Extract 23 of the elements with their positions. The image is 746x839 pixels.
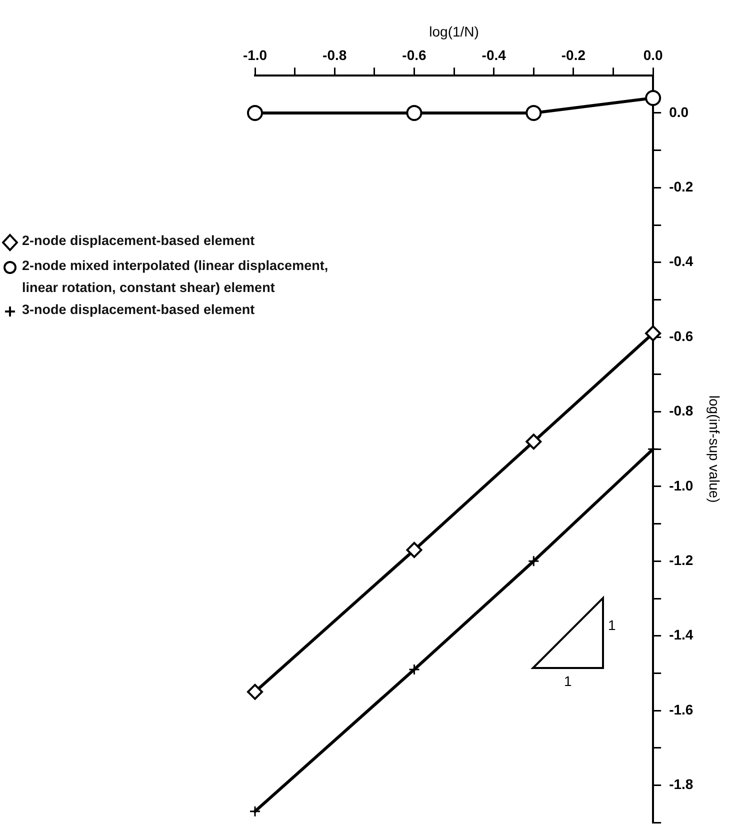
x-tick-label: 0.0 [643,47,664,64]
x-tick-label: -0.8 [322,47,347,64]
y-axis-title: log(inf-sup value) [706,395,723,503]
y-tick-label: -1.2 [669,552,694,568]
y-tick-label: -0.6 [669,328,694,344]
annotation: 1 [608,617,616,633]
y-tick-label: 0.0 [669,104,689,120]
y-tick-label: -1.0 [669,477,694,494]
annotation: 1 [564,673,572,689]
y-tick-label: -0.2 [669,178,694,195]
x-tick-label: -0.2 [561,47,586,64]
y-tick-label: -1.6 [669,701,694,718]
y-tick-label: -1.4 [669,626,694,643]
x-tick-label: -0.4 [482,47,506,64]
y-tick-label: -0.8 [669,402,694,419]
y-tick-label: -0.4 [669,253,694,270]
legend-label: 2-node displacement-based element [22,232,255,250]
y-tick-label: -1.8 [669,776,694,792]
x-axis-title: log(1/N) [429,23,479,40]
legend-label: 2-node mixed interpolated (linear displacement, linear rotation, constant shear) element [22,257,330,297]
x-tick-label: -0.6 [402,47,427,64]
x-tick-label: -1.0 [242,47,268,64]
legend-label: 3-node displacement-based element [22,301,255,319]
